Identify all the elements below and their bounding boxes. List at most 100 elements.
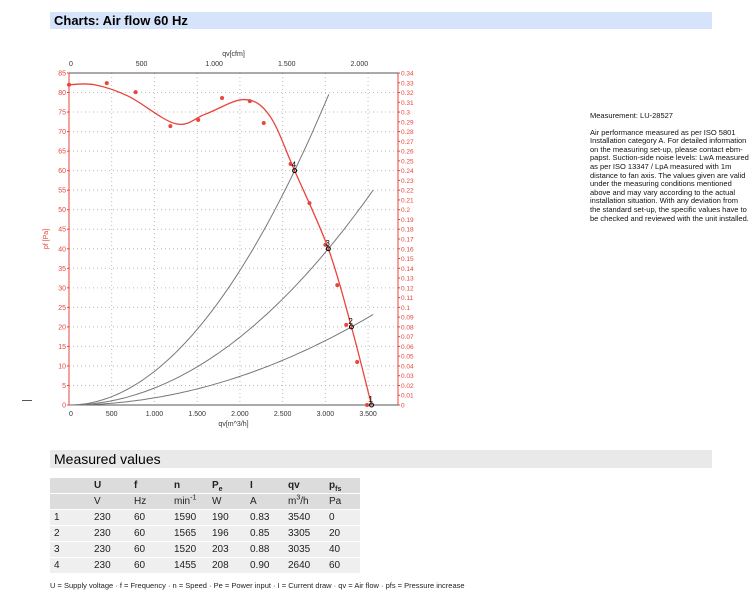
y-tick-label: 70 — [58, 129, 66, 136]
measured-point — [220, 95, 225, 100]
y-tick-label: 15 — [58, 344, 66, 351]
x-tick-label: 1.000 — [146, 411, 164, 418]
table-cell: 0.83 — [246, 510, 284, 525]
y2-tick-label: 0.05 — [401, 354, 414, 361]
operating-point-label: 2 — [348, 317, 353, 326]
table-cell: 0 — [325, 510, 360, 525]
system-curve — [69, 189, 374, 406]
measured-point — [307, 201, 312, 206]
x-axis-label: qv[m^3/h] — [218, 421, 248, 428]
y-tick-label: 75 — [58, 110, 66, 117]
table-cell: V — [90, 494, 130, 509]
table-cell: pfs — [325, 478, 360, 493]
y2-tick-label: 0.32 — [401, 90, 414, 97]
table-cell: 3305 — [284, 526, 325, 541]
operating-point — [292, 168, 298, 174]
y-tick-label: 65 — [58, 149, 66, 156]
table-cell: Pa — [325, 494, 360, 509]
y2-tick-label: 0.24 — [401, 168, 414, 175]
y2-tick-label: 0.07 — [401, 334, 414, 341]
y2-tick-label: 0.22 — [401, 188, 414, 195]
table-cell: min-1 — [170, 494, 208, 509]
y2-tick-label: 0.26 — [401, 149, 414, 156]
measured-point — [288, 162, 293, 167]
y2-tick-label: 0.15 — [401, 256, 414, 263]
table-cell: n — [170, 478, 208, 493]
table-cell: 196 — [208, 526, 246, 541]
operating-point-label: 1 — [369, 395, 374, 404]
table-cell: 3035 — [284, 542, 325, 557]
y2-tick-label: 0 — [401, 403, 405, 410]
table-legend: U = Supply voltage · f = Frequency · n =… — [50, 581, 465, 590]
y2-tick-label: 0.3 — [401, 110, 410, 117]
measured-point — [168, 124, 173, 129]
operating-point — [325, 246, 331, 252]
y2-tick-label: 0.16 — [401, 246, 414, 253]
x2-tick-label: 500 — [136, 61, 148, 68]
table-cell: 0.88 — [246, 542, 284, 557]
table-row: 1 230 60 1590 190 0.83 3540 0 — [50, 510, 360, 525]
y2-tick-label: 0.14 — [401, 266, 414, 273]
x2-tick-label: 1.000 — [205, 61, 223, 68]
y2-tick-label: 0.13 — [401, 276, 414, 283]
table-cell: Hz — [130, 494, 170, 509]
table-cell: 40 — [325, 542, 360, 557]
table-cell: 1565 — [170, 526, 208, 541]
y2-tick-label: 0.21 — [401, 197, 414, 204]
y2-tick-label: 0.2 — [401, 207, 410, 214]
table-row: 3 230 60 1520 203 0.88 3035 40 — [50, 542, 360, 557]
y2-tick-label: 0.25 — [401, 158, 414, 165]
table-cell: Pe — [208, 478, 246, 493]
y2-tick-label: 0.17 — [401, 237, 414, 244]
table-cell: 230 — [90, 542, 130, 557]
y2-tick-label: 0.06 — [401, 344, 414, 351]
table-cell: 1 — [50, 510, 90, 525]
y-tick-label: 5 — [62, 383, 66, 390]
y2-tick-label: 0.19 — [401, 217, 414, 224]
y-tick-label: 35 — [58, 266, 66, 273]
table-cell: 3 — [50, 542, 90, 557]
table-cell: 60 — [130, 510, 170, 525]
table-cell: 1520 — [170, 542, 208, 557]
y-tick-label: 85 — [58, 71, 66, 78]
table-cell: 230 — [90, 510, 130, 525]
table-cell: 2640 — [284, 558, 325, 573]
table-cell: I — [246, 478, 284, 493]
y-tick-label: 45 — [58, 227, 66, 234]
table-cell: 20 — [325, 526, 360, 541]
y-tick-label: 30 — [58, 285, 66, 292]
y2-tick-label: 0.28 — [401, 129, 414, 136]
x-tick-label: 0 — [69, 411, 73, 418]
x-tick-label: 2.000 — [231, 411, 249, 418]
table-cell: m3/h — [284, 494, 325, 509]
table-cell: 190 — [208, 510, 246, 525]
measured-point — [247, 99, 252, 104]
section-title: Charts: Air flow 60 Hz — [50, 12, 712, 29]
measured-point — [323, 242, 328, 247]
y2-tick-label: 0.01 — [401, 393, 414, 400]
operating-point — [348, 324, 354, 330]
y2-tick-label: 0.12 — [401, 285, 414, 292]
table-cell: f — [130, 478, 170, 493]
table-cell: 60 — [130, 542, 170, 557]
table-cell: 60 — [130, 558, 170, 573]
table-cell: 0.90 — [246, 558, 284, 573]
table-row: 2 230 60 1565 196 0.85 3305 20 — [50, 526, 360, 541]
x2-tick-label: 1.500 — [278, 61, 296, 68]
measured-point — [67, 82, 71, 87]
table-cell: A — [246, 494, 284, 509]
table-cell: 230 — [90, 526, 130, 541]
y2-tick-label: 0.34 — [401, 71, 414, 78]
table-cell: 0.85 — [246, 526, 284, 541]
measured-point — [104, 81, 109, 86]
y2-tick-label: 0.27 — [401, 139, 414, 146]
x-tick-label: 2.500 — [274, 411, 292, 418]
y2-tick-label: 0.08 — [401, 324, 414, 331]
operating-point-label: 4 — [292, 161, 297, 170]
y-tick-label: 0 — [62, 403, 66, 410]
y2-tick-label: 0.03 — [401, 373, 414, 380]
y-tick-label: 60 — [58, 168, 66, 175]
